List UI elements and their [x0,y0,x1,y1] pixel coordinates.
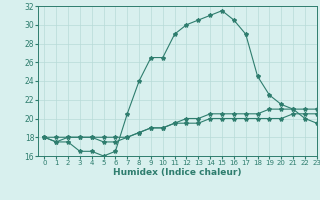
X-axis label: Humidex (Indice chaleur): Humidex (Indice chaleur) [113,168,242,177]
